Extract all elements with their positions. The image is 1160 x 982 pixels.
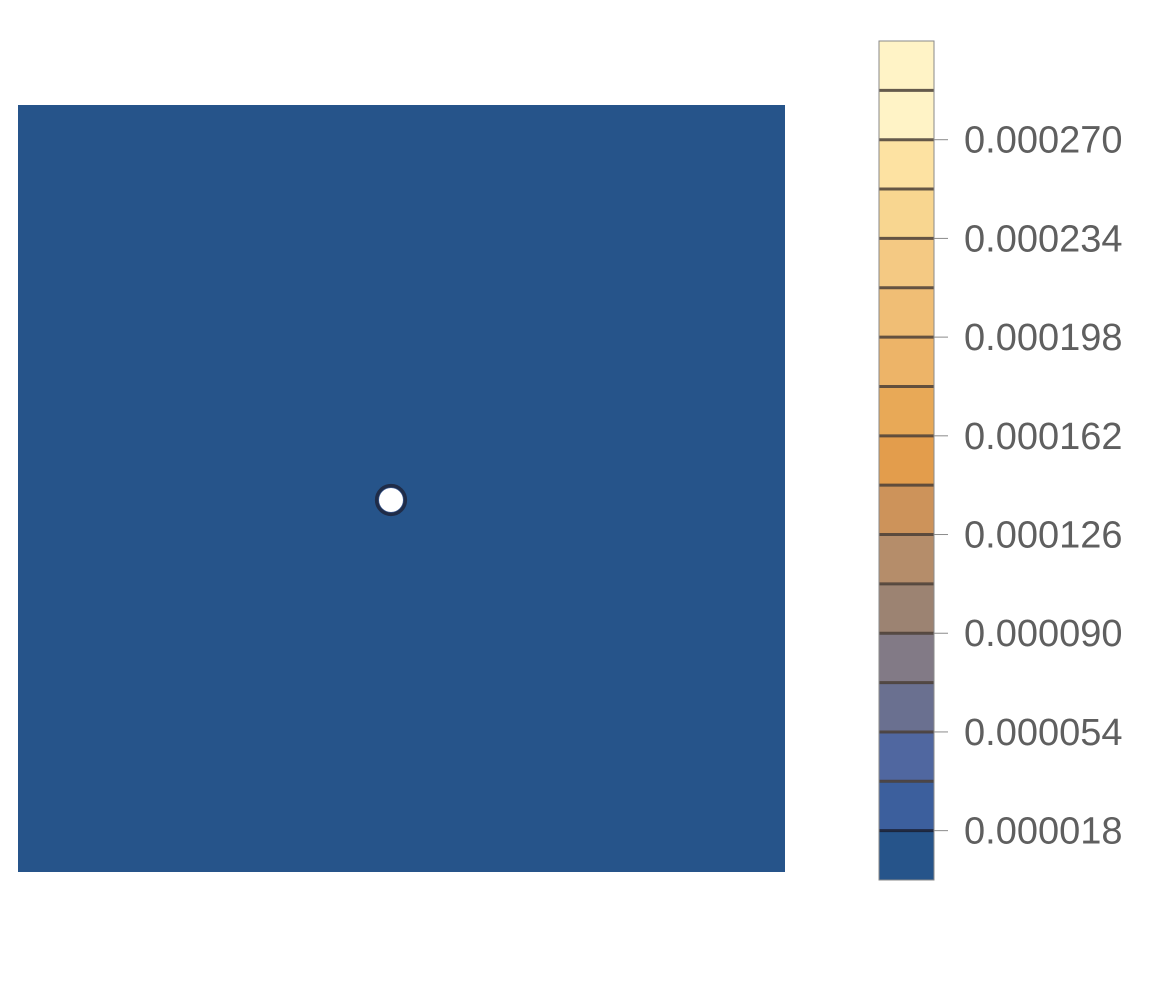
colorbar-tick-label: 0.000090 [964,613,1123,655]
colorbar-tick-labels: 0.000018 0.000054 0.000090 0.000126 0.000162… [964,120,1123,853]
colorbar-band-14 [879,139,934,190]
colorbar-tick-label: 0.000126 [964,515,1123,557]
colorbar-band-6 [879,534,934,584]
colorbar-tick-label: 0.000054 [964,712,1123,754]
colorbar-ticks [934,139,948,832]
colorbar-band-7 [879,485,934,535]
colorbar-tick-label: 0.000018 [964,811,1123,853]
colorbar-bands [879,41,934,880]
colorbar-tick-label: 0.000234 [964,218,1123,260]
colorbar-band-8 [879,435,934,486]
colorbar-level-lines [879,88,934,833]
colorbar-frame [878,40,935,881]
colorbar-band-13 [879,189,934,239]
colorbar-band-12 [879,238,934,288]
colorbar-band-0 [879,830,934,880]
colorbar-band-16 [879,41,934,91]
colorbar-band-11 [879,287,934,338]
colorbar-band-2 [879,731,934,782]
contour-line-1 [374,483,408,517]
contour-plot-area [18,105,785,872]
colorbar-band-1 [879,781,934,831]
colorbar-tick-label: 0.000162 [964,416,1123,458]
colorbar-band-15 [879,90,934,140]
colorbar-band-3 [879,682,934,732]
colorbar-band-4 [879,633,934,683]
colorbar-band-5 [879,583,934,634]
colorbar-band-9 [879,386,934,436]
colorbar-tick-label: 0.000270 [964,120,1123,162]
singularity-hole [379,488,403,512]
colorbar-tick-label: 0.000198 [964,317,1123,359]
colorbar-legend: 0.000018 0.000054 0.000090 0.000126 0.000162… [878,40,1123,881]
colorbar-band-10 [879,337,934,387]
